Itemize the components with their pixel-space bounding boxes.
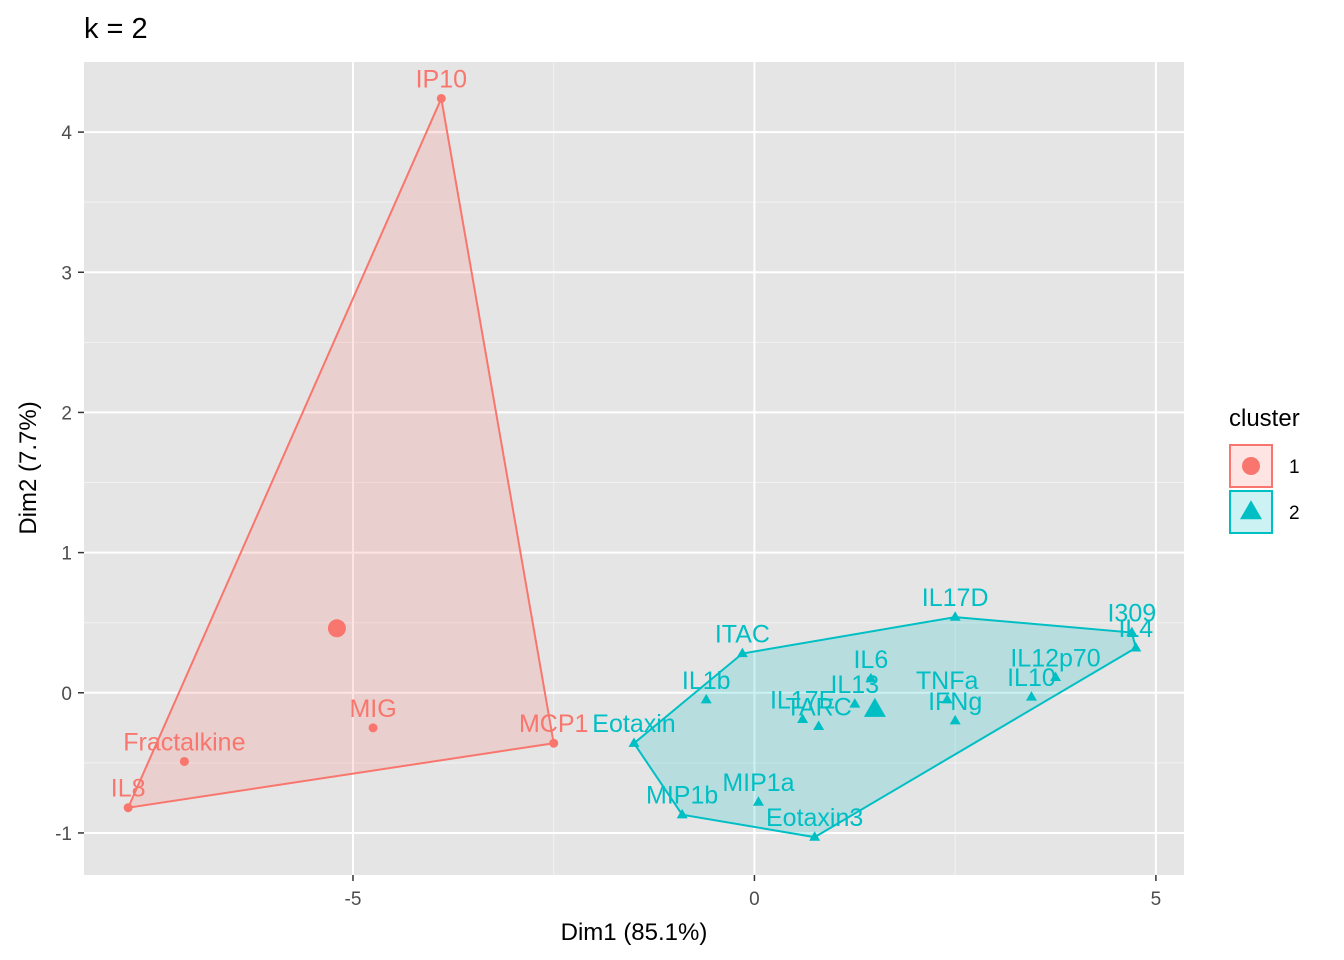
point-label: IL17D <box>922 584 989 612</box>
cluster-centroids <box>327 619 886 717</box>
data-points <box>123 93 1142 841</box>
y-tick-label: 4 <box>61 123 72 144</box>
data-point <box>123 803 133 813</box>
y-tick-label: 2 <box>61 403 72 424</box>
data-point <box>949 611 961 621</box>
cluster-1-hull <box>126 95 555 809</box>
point-label: MIP1b <box>646 782 718 810</box>
data-point <box>809 831 821 841</box>
legend-marker-circle <box>1242 457 1260 475</box>
point-label: Eotaxin3 <box>766 804 863 832</box>
data-point <box>1050 671 1062 681</box>
data-point <box>1126 626 1138 637</box>
data-point <box>436 93 446 103</box>
data-point <box>1130 642 1142 652</box>
data-point <box>849 698 861 708</box>
y-axis-title: Dim2 (7.7%) <box>15 401 42 534</box>
point-label: ITAC <box>715 621 770 649</box>
point-label: IL6 <box>853 646 888 674</box>
data-point <box>865 672 877 683</box>
data-point <box>1025 691 1037 701</box>
point-label: IL4 <box>1118 615 1153 643</box>
legend-label-1: 1 <box>1289 457 1300 478</box>
cluster-1-centroid <box>327 619 346 638</box>
x-axis-ticks: -5 0 5 <box>345 875 1162 910</box>
data-point <box>941 693 953 704</box>
point-label: Eotaxin <box>592 710 675 738</box>
y-tick-label: 1 <box>61 544 72 565</box>
point-label: MCP1 <box>519 710 588 738</box>
legend-title: cluster <box>1229 405 1300 432</box>
point-label: MIG <box>349 695 396 723</box>
x-tick-label: 0 <box>749 889 760 910</box>
legend-marker-triangle <box>1240 500 1262 520</box>
data-point <box>797 713 809 724</box>
data-point <box>628 737 640 747</box>
point-label: IL8 <box>111 775 146 803</box>
data-point <box>736 647 748 658</box>
point-label: Fractalkine <box>123 728 245 756</box>
legend: cluster 1 2 <box>1229 405 1300 534</box>
data-point <box>813 720 825 731</box>
data-point <box>368 723 378 733</box>
data-point <box>752 796 764 806</box>
point-label: TNFa <box>916 667 979 695</box>
minor-gridlines <box>84 62 1184 875</box>
point-label: I309 <box>1107 600 1156 628</box>
y-tick-label: 3 <box>61 263 72 284</box>
point-label: MIP1a <box>722 769 794 797</box>
y-axis-ticks: -1 0 1 2 3 4 <box>55 123 84 845</box>
point-label: IP10 <box>416 65 467 93</box>
x-tick-label: -5 <box>345 889 362 910</box>
x-tick-label: 5 <box>1151 889 1162 910</box>
legend-label-2: 2 <box>1289 503 1300 524</box>
major-gridlines <box>84 62 1184 875</box>
y-tick-label: -1 <box>55 824 72 845</box>
x-axis-title: Dim1 (85.1%) <box>561 919 708 946</box>
point-label: IL13 <box>830 671 879 699</box>
point-label: IFNg <box>928 688 982 716</box>
point-label: IL10 <box>1007 664 1056 692</box>
point-label: TARC <box>786 693 852 721</box>
point-label: IL17E <box>770 686 835 714</box>
data-point <box>700 693 712 704</box>
data-point <box>676 808 688 819</box>
point-label: IL1b <box>682 667 731 695</box>
data-point <box>549 738 559 748</box>
data-point <box>949 714 961 725</box>
cluster-2-centroid <box>863 697 886 717</box>
data-point <box>179 756 189 766</box>
point-label: IL12p70 <box>1010 644 1100 672</box>
y-tick-label: 0 <box>61 684 72 705</box>
plot-title: k = 2 <box>84 13 148 45</box>
